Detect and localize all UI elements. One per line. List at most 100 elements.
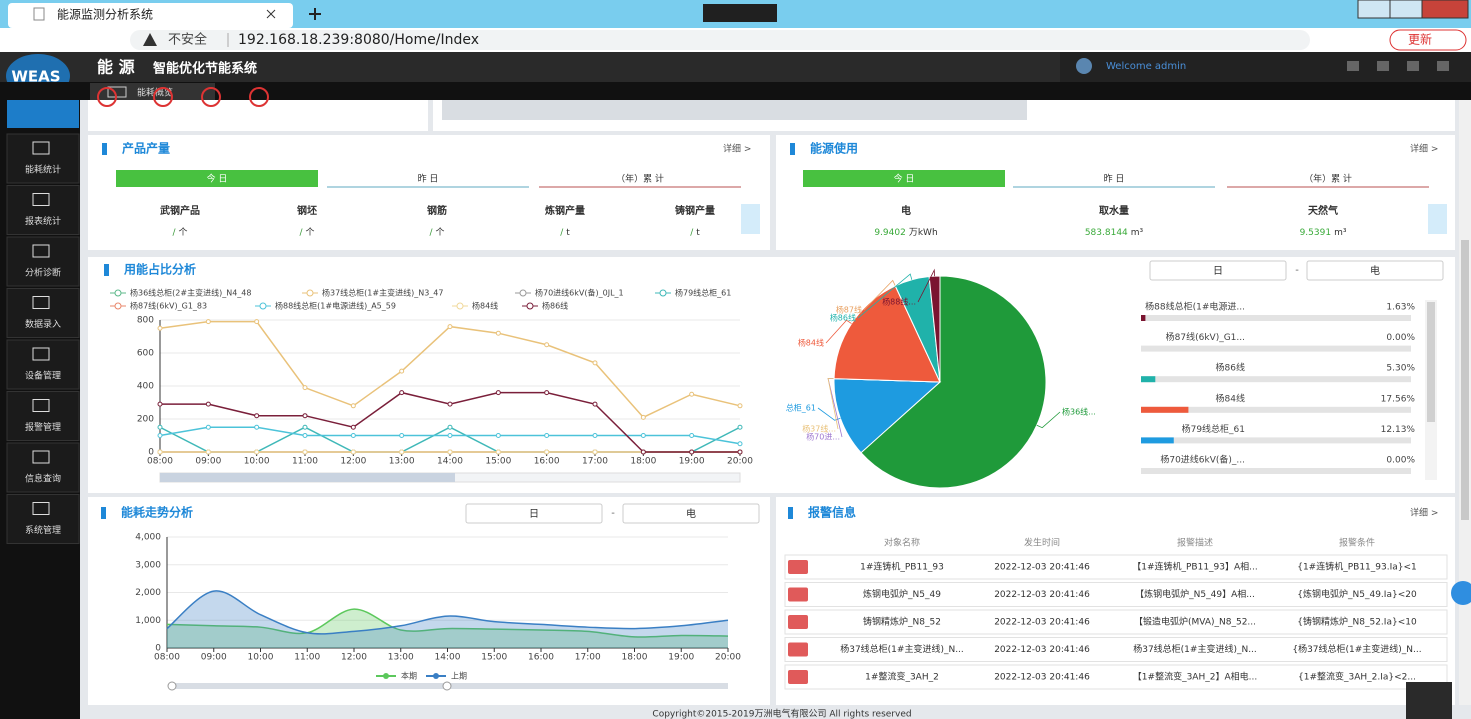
tab-label[interactable]: 今 日	[894, 173, 915, 185]
select-value[interactable]: 电	[686, 507, 696, 520]
sidebar-icon	[32, 347, 50, 361]
detail-link[interactable]: 详细 >	[723, 143, 751, 155]
win-close[interactable]	[1421, 0, 1469, 19]
tab-active[interactable]	[803, 170, 1005, 187]
legend-label[interactable]: 杨84线	[472, 301, 498, 311]
legend-label[interactable]: 杨79线总柜_61	[675, 288, 731, 298]
tab-title[interactable]: 能源监测分析系统	[57, 8, 153, 22]
win-min[interactable]	[1357, 0, 1391, 19]
title-marker	[788, 507, 793, 519]
sidebar-item[interactable]	[6, 391, 80, 441]
omnibox[interactable]	[130, 30, 1310, 50]
sidebar-label[interactable]: 能耗统计	[25, 164, 61, 176]
legend-label[interactable]: 杨88线总柜(1#电源进线)_A5_59	[275, 301, 396, 311]
series-line	[166, 608, 729, 638]
point	[737, 441, 743, 447]
tab-active[interactable]	[116, 170, 318, 187]
select[interactable]	[1149, 260, 1287, 281]
alarm-row[interactable]	[784, 582, 1448, 607]
footer: Copyright©2015-2019万洲电气有限公司 All rights r…	[652, 708, 911, 719]
alarm-row[interactable]	[784, 637, 1448, 662]
next-arrow[interactable]	[1428, 204, 1447, 234]
select-value[interactable]: 电	[1370, 264, 1380, 277]
alarm-cell: 2022-12-03 20:41:46	[994, 673, 1090, 683]
sidebar-label[interactable]: 报警管理	[25, 421, 61, 433]
sidebar-label[interactable]: 信息查询	[25, 473, 61, 485]
x-tick-label: 08:00	[154, 653, 180, 663]
sidebar-icon	[32, 399, 50, 412]
point	[302, 424, 308, 430]
sidebar-icon	[32, 502, 50, 515]
sidebar-item[interactable]	[6, 185, 80, 235]
tab-search[interactable]	[703, 4, 777, 22]
sidebar-home[interactable]	[7, 100, 79, 128]
slider-handle[interactable]	[442, 681, 452, 691]
detail-link[interactable]: 详细 >	[1410, 507, 1438, 519]
tab-label[interactable]: 今 日	[207, 173, 228, 185]
list-thumb[interactable]	[1427, 302, 1435, 422]
header-icon[interactable]	[1377, 61, 1389, 71]
select[interactable]	[622, 503, 760, 524]
tab-label[interactable]: （年）累 计	[1304, 173, 1352, 185]
bar	[1141, 437, 1174, 444]
value: 9.5391	[1300, 228, 1332, 238]
unit: 万kWh	[909, 228, 938, 238]
header-icon[interactable]	[1407, 61, 1419, 71]
tab-label[interactable]: （年）累 计	[616, 173, 664, 185]
value: /	[429, 228, 433, 238]
select-value[interactable]: 日	[1213, 266, 1223, 277]
legend-label[interactable]: 本期	[401, 671, 417, 681]
sidebar-item[interactable]	[6, 494, 80, 544]
header-icon[interactable]	[1437, 61, 1449, 71]
select[interactable]	[1306, 260, 1444, 281]
select[interactable]	[465, 503, 603, 524]
win-max[interactable]	[1389, 0, 1423, 19]
sidebar-item[interactable]	[6, 339, 80, 390]
legend-label[interactable]: 杨37线总柜(1#主变进线)_N3_47	[322, 288, 443, 298]
next-arrow[interactable]	[741, 204, 760, 234]
warning-icon	[143, 33, 157, 46]
tab-label[interactable]: 昨 日	[1104, 173, 1125, 185]
leader-line	[1036, 411, 1061, 429]
legend-label[interactable]: 杨70进线6kV(备)_0JL_1	[535, 288, 624, 298]
alarm-row[interactable]	[784, 554, 1448, 580]
alarm-row[interactable]	[784, 664, 1448, 690]
update-label[interactable]: 更新	[1408, 32, 1432, 47]
x-tick-label: 18:00	[622, 653, 648, 663]
y-tick-label: 600	[137, 349, 154, 359]
sidebar-label[interactable]: 数据录入	[25, 318, 61, 330]
sidebar-item[interactable]	[6, 236, 80, 287]
legend-label[interactable]: 杨86线	[542, 301, 568, 311]
leader-line	[825, 319, 852, 344]
point	[205, 449, 211, 455]
scrollbar-thumb[interactable]	[1461, 240, 1469, 520]
select-value[interactable]: 日	[529, 509, 539, 520]
sidebar-label[interactable]: 分析诊断	[25, 267, 61, 279]
sidebar-label[interactable]: 系统管理	[25, 524, 61, 536]
point	[495, 330, 501, 336]
item-name: 铸钢产量	[675, 204, 715, 217]
detail-link[interactable]: 详细 >	[1410, 143, 1438, 155]
update-button[interactable]	[1389, 29, 1467, 51]
legend-label[interactable]: 杨36线总柜(2#主变进线)_N4_48	[130, 288, 251, 298]
y-tick-label: 400	[137, 382, 154, 392]
browser-tab[interactable]	[8, 3, 293, 28]
header-icon[interactable]	[1347, 61, 1359, 71]
sidebar-item[interactable]	[6, 442, 80, 493]
tab-label[interactable]: 昨 日	[418, 173, 439, 185]
sidebar-label[interactable]: 设备管理	[25, 370, 61, 382]
sidebar-item[interactable]	[6, 133, 80, 184]
legend-label[interactable]: 上期	[451, 672, 467, 681]
alarm-cell: 2022-12-03 20:41:46	[994, 563, 1090, 573]
side-button[interactable]	[1451, 581, 1471, 605]
partial-icon	[97, 87, 117, 107]
alarm-row[interactable]	[784, 609, 1448, 635]
item-value: 583.8144 m³	[1085, 228, 1144, 238]
legend-label[interactable]: 杨87线(6kV)_G1_83	[130, 301, 207, 311]
sidebar-item[interactable]	[6, 288, 80, 338]
zoom-range[interactable]	[160, 473, 455, 482]
slider-handle[interactable]	[167, 681, 177, 691]
sidebar-label[interactable]: 报表统计	[25, 215, 61, 227]
chat-widget[interactable]	[1406, 682, 1452, 719]
separator: -	[1295, 265, 1299, 276]
